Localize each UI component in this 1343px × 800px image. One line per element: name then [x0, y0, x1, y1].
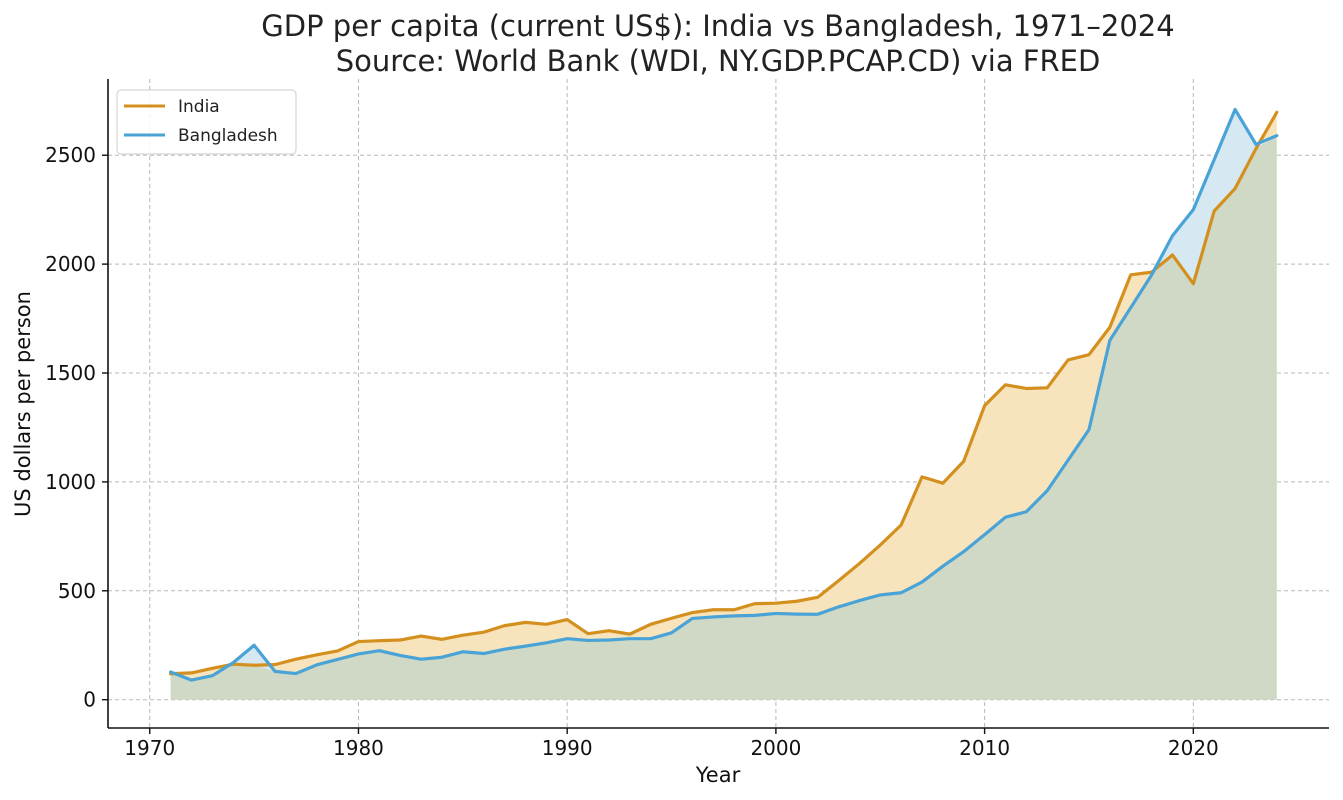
- chart-title: GDP per capita (current US$): India vs B…: [261, 9, 1174, 78]
- chart-subtitle: Source: World Bank (WDI, NY.GDP.PCAP.CD)…: [336, 44, 1101, 78]
- x-tick-label: 1980: [333, 736, 384, 760]
- x-tick-label: 2020: [1168, 736, 1219, 760]
- y-tick-label: 2000: [45, 252, 96, 276]
- ticks: 1970 1980 1990 2000 2010 2020 0 500 1000 1500 2000…: [45, 143, 1219, 760]
- y-tick-label: 1000: [45, 470, 96, 494]
- legend-label-india: India: [178, 97, 220, 117]
- common-base-fill: [170, 135, 1277, 700]
- legend-label-bangladesh: Bangladesh: [178, 126, 278, 146]
- y-tick-label: 0: [83, 688, 96, 712]
- series-line-bangladesh: [169, 107, 1279, 682]
- y-tick-label: 1500: [45, 361, 96, 385]
- series-lines: [169, 107, 1279, 682]
- area-fills: [170, 109, 1277, 700]
- chart-title-line1: GDP per capita (current US$): India vs B…: [261, 9, 1174, 43]
- x-tick-label: 2010: [959, 736, 1010, 760]
- legend: India Bangladesh: [116, 89, 297, 155]
- y-tick-label: 2500: [45, 143, 96, 167]
- x-tick-label: 1990: [542, 736, 593, 760]
- series-line-india: [169, 110, 1279, 676]
- y-axis-label: US dollars per person: [11, 291, 35, 517]
- axes: [107, 79, 1329, 729]
- x-tick-label: 2000: [750, 736, 801, 760]
- india-above-fill: [170, 112, 1277, 681]
- x-tick-label: 1970: [124, 736, 175, 760]
- x-axis-label: Year: [695, 763, 741, 787]
- y-tick-label: 500: [58, 579, 96, 603]
